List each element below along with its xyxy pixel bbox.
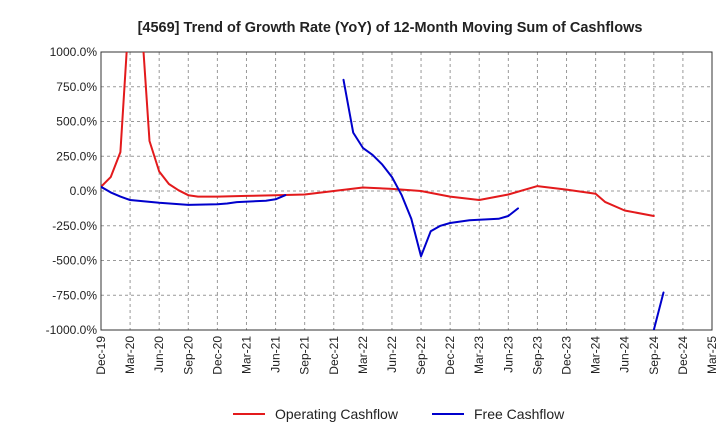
x-tick-label: Mar-20 <box>123 336 137 374</box>
y-tick-label: 0.0% <box>70 184 98 198</box>
free-cashflow-line <box>652 291 665 330</box>
y-tick-label: 750.0% <box>56 80 97 94</box>
free-cashflow-line <box>342 78 519 258</box>
legend-label-operating-cashflow: Operating Cashflow <box>275 406 399 422</box>
x-tick-label: Jun-21 <box>269 336 283 373</box>
x-tick-label: Jun-24 <box>618 336 632 373</box>
x-tick-label: Sep-21 <box>298 336 312 375</box>
x-tick-label: Dec-21 <box>327 336 341 375</box>
x-tick-label: Jun-22 <box>385 336 399 373</box>
y-tick-label: -1000.0% <box>46 323 98 337</box>
grid-layer <box>100 51 713 331</box>
x-tick-label: Dec-19 <box>94 336 108 375</box>
x-tick-label: Sep-20 <box>181 336 195 375</box>
x-tick-label: Sep-24 <box>647 336 661 375</box>
operating-cashflow-line <box>101 52 655 217</box>
x-tick-label: Sep-22 <box>414 336 428 375</box>
x-tick-label: Mar-21 <box>239 336 253 374</box>
x-tick-label: Dec-23 <box>560 336 574 375</box>
x-tick-label: Jun-23 <box>501 336 515 373</box>
x-tick-label: Jun-20 <box>152 336 166 373</box>
series-layer <box>101 52 665 330</box>
x-tick-label: Mar-24 <box>589 336 603 374</box>
y-tick-label: 500.0% <box>56 115 97 129</box>
y-tick-label: 1000.0% <box>50 45 98 59</box>
y-tick-label: -250.0% <box>52 219 97 233</box>
axis-layer: 1000.0% 750.0% 500.0% 250.0% 0.0% -250.0% -500… <box>46 45 719 375</box>
legend-label-free-cashflow: Free Cashflow <box>474 406 565 422</box>
x-tick-label: Dec-22 <box>443 336 457 375</box>
chart-title: [4569] Trend of Growth Rate (YoY) of 12-… <box>138 20 643 36</box>
x-tick-label: Mar-23 <box>472 336 486 374</box>
plot-border <box>100 51 713 331</box>
x-tick-label: Dec-24 <box>676 336 690 375</box>
x-tick-label: Mar-25 <box>705 336 719 374</box>
y-tick-label: -750.0% <box>52 288 97 302</box>
x-tick-label: Mar-22 <box>356 336 370 374</box>
y-tick-label: -500.0% <box>52 254 97 268</box>
legend: Operating Cashflow Free Cashflow <box>233 406 565 422</box>
y-tick-label: 250.0% <box>56 149 97 163</box>
x-tick-label: Sep-23 <box>530 336 544 375</box>
x-tick-label: Dec-20 <box>210 336 224 375</box>
plot-area <box>101 52 712 330</box>
free-cashflow-line <box>101 185 287 206</box>
